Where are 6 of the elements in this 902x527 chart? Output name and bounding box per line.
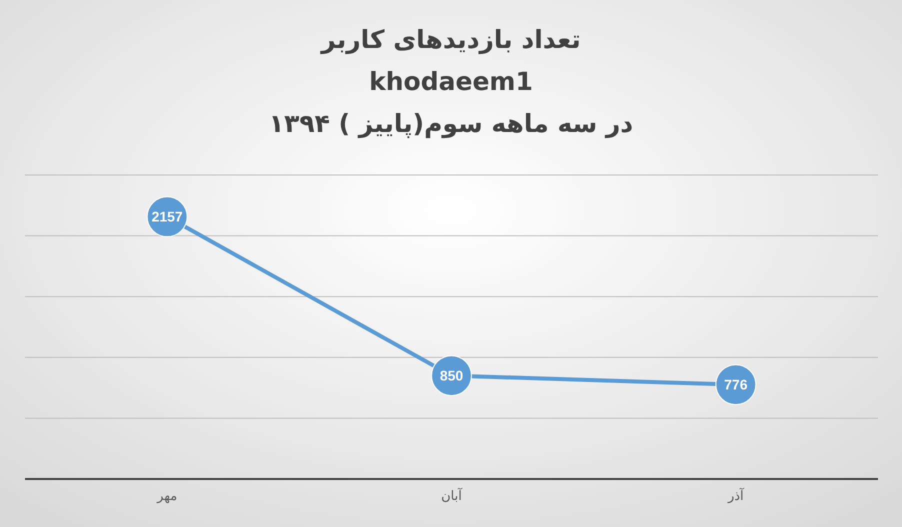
- x-tick-label: مهر: [156, 489, 178, 504]
- data-label: 776: [724, 376, 748, 393]
- x-tick-label: آبان: [441, 487, 464, 504]
- data-label: 850: [440, 368, 464, 384]
- data-label: 2157: [152, 208, 183, 225]
- x-tick-label: آذر: [726, 487, 746, 504]
